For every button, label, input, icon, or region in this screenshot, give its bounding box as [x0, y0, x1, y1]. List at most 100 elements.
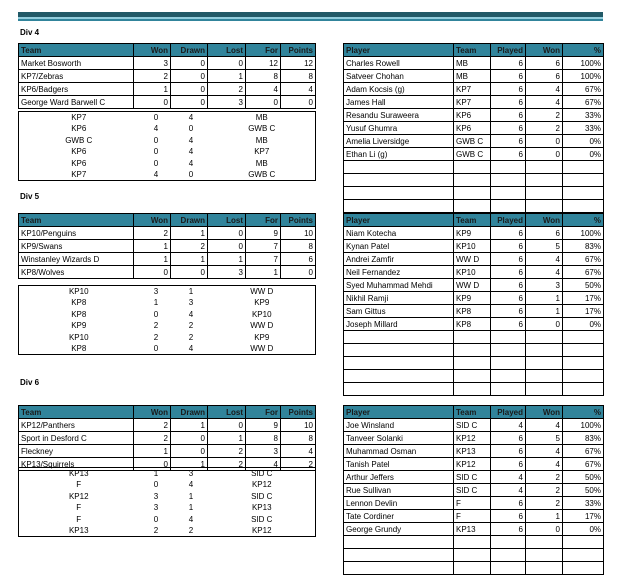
table-row: Arthur Jeffers SID C 4 2 50%: [343, 470, 604, 484]
table-row: Ethan Li (g) GWB C 6 0 0%: [343, 147, 604, 161]
header-row: Team Won Drawn Lost For Points: [18, 43, 316, 57]
home-team: KP12: [68, 491, 89, 501]
player-team: F: [453, 496, 491, 510]
won: [525, 173, 563, 187]
home-team: F: [76, 503, 82, 513]
column-header: Won: [133, 43, 171, 57]
won: [525, 199, 563, 213]
won: 4: [525, 82, 563, 96]
player-name: Joseph Millard: [343, 317, 454, 331]
percent: [562, 343, 604, 357]
won: 4: [525, 252, 563, 266]
away-team: SID C: [251, 491, 273, 501]
won: 1: [525, 291, 563, 305]
player-team: KP10: [453, 265, 491, 279]
table-row: [343, 160, 604, 174]
away-score: 4: [188, 480, 194, 490]
result-row: KP8 0 4 WW D: [19, 343, 316, 355]
stat-cell: 10: [280, 226, 316, 240]
won: 2: [525, 483, 563, 497]
column-header: Player: [343, 43, 454, 57]
header-row: Player Team Played Won%: [343, 405, 604, 419]
percent: 33%: [562, 108, 604, 122]
away-team: MB: [255, 135, 268, 145]
stat-cell: 4: [245, 82, 281, 96]
table-row: Lennon Devlin F 6 2 33%: [343, 496, 604, 510]
stat-cell: 1: [170, 252, 208, 266]
stat-cell: 0: [245, 95, 281, 109]
column-header: For: [245, 405, 281, 419]
played: [490, 160, 526, 174]
stat-cell: 1: [170, 418, 208, 432]
stat-cell: 1: [133, 82, 171, 96]
player-team: [453, 535, 491, 549]
player-name: Rue Sullivan: [343, 483, 454, 497]
player-name: [343, 160, 454, 174]
result-row: KP8 1 3 KP9: [19, 297, 316, 309]
played: 6: [490, 134, 526, 148]
stat-cell: 7: [245, 252, 281, 266]
percent: [562, 382, 604, 396]
percent: [562, 186, 604, 200]
table-row: Charles Rowell MB 6 6 100%: [343, 56, 604, 70]
home-score: 0: [153, 514, 159, 524]
team-name: Market Bosworth: [18, 56, 134, 70]
table-row: KP9/Swans 1 2 0 7 8: [18, 239, 316, 253]
player-team: [453, 343, 491, 357]
percent: 0%: [562, 134, 604, 148]
table-row: [343, 561, 604, 575]
player-team: GWB C: [453, 147, 491, 161]
won: [525, 160, 563, 174]
table-row: [343, 369, 604, 383]
result-row: F 0 4 SID C: [19, 514, 316, 526]
won: [525, 561, 563, 575]
percent: 50%: [562, 470, 604, 484]
won: 0: [525, 134, 563, 148]
won: 4: [525, 265, 563, 279]
home-score: 4: [153, 124, 159, 134]
played: 6: [490, 431, 526, 445]
played: 6: [490, 457, 526, 471]
percent: 33%: [562, 121, 604, 135]
player-team: KP9: [453, 226, 491, 240]
team-name: Sport in Desford C: [18, 431, 134, 445]
home-team: KP13: [68, 526, 89, 535]
header-row: Team Won Drawn Lost For Points: [18, 405, 316, 419]
away-score: 4: [188, 135, 194, 145]
away-team: MB: [255, 158, 268, 168]
table-row: Niam Kotecha KP9 6 6 100%: [343, 226, 604, 240]
result-row: F 0 4 KP12: [19, 479, 316, 491]
played: [490, 330, 526, 344]
player-team: MB: [453, 56, 491, 70]
played: 6: [490, 56, 526, 70]
table-row: Tate Cordiner F 6 1 17%: [343, 509, 604, 523]
percent: [562, 561, 604, 575]
player-name: Andrei Zamfir: [343, 252, 454, 266]
table-row: KP8/Wolves 0 0 3 1 0: [18, 265, 316, 279]
player-team: SID C: [453, 470, 491, 484]
stat-cell: 3: [133, 56, 171, 70]
home-score: 0: [153, 480, 159, 490]
played: 6: [490, 522, 526, 536]
player-team: KP6: [453, 108, 491, 122]
home-score: 0: [153, 147, 159, 157]
away-team: KP12: [251, 480, 272, 490]
home-score: 3: [153, 287, 159, 296]
column-header: Team: [18, 43, 134, 57]
stat-cell: 0: [170, 69, 208, 83]
result-row: KP13 1 3 SID C: [19, 468, 316, 480]
played: 6: [490, 239, 526, 253]
column-header: Team: [18, 405, 134, 419]
percent: 67%: [562, 95, 604, 109]
stat-cell: 1: [133, 444, 171, 458]
percent: 0%: [562, 317, 604, 331]
percent: [562, 369, 604, 383]
standings-table: Team Won Drawn Lost For Points KP12/Panthers 2 1…: [18, 405, 316, 471]
played: [490, 173, 526, 187]
player-name: Ethan Li (g): [343, 147, 454, 161]
player-name: Arthur Jeffers: [343, 470, 454, 484]
result-row: KP6 4 0 GWB C: [19, 123, 316, 135]
percent: 67%: [562, 265, 604, 279]
player-name: Niam Kotecha: [343, 226, 454, 240]
player-team: [453, 186, 491, 200]
